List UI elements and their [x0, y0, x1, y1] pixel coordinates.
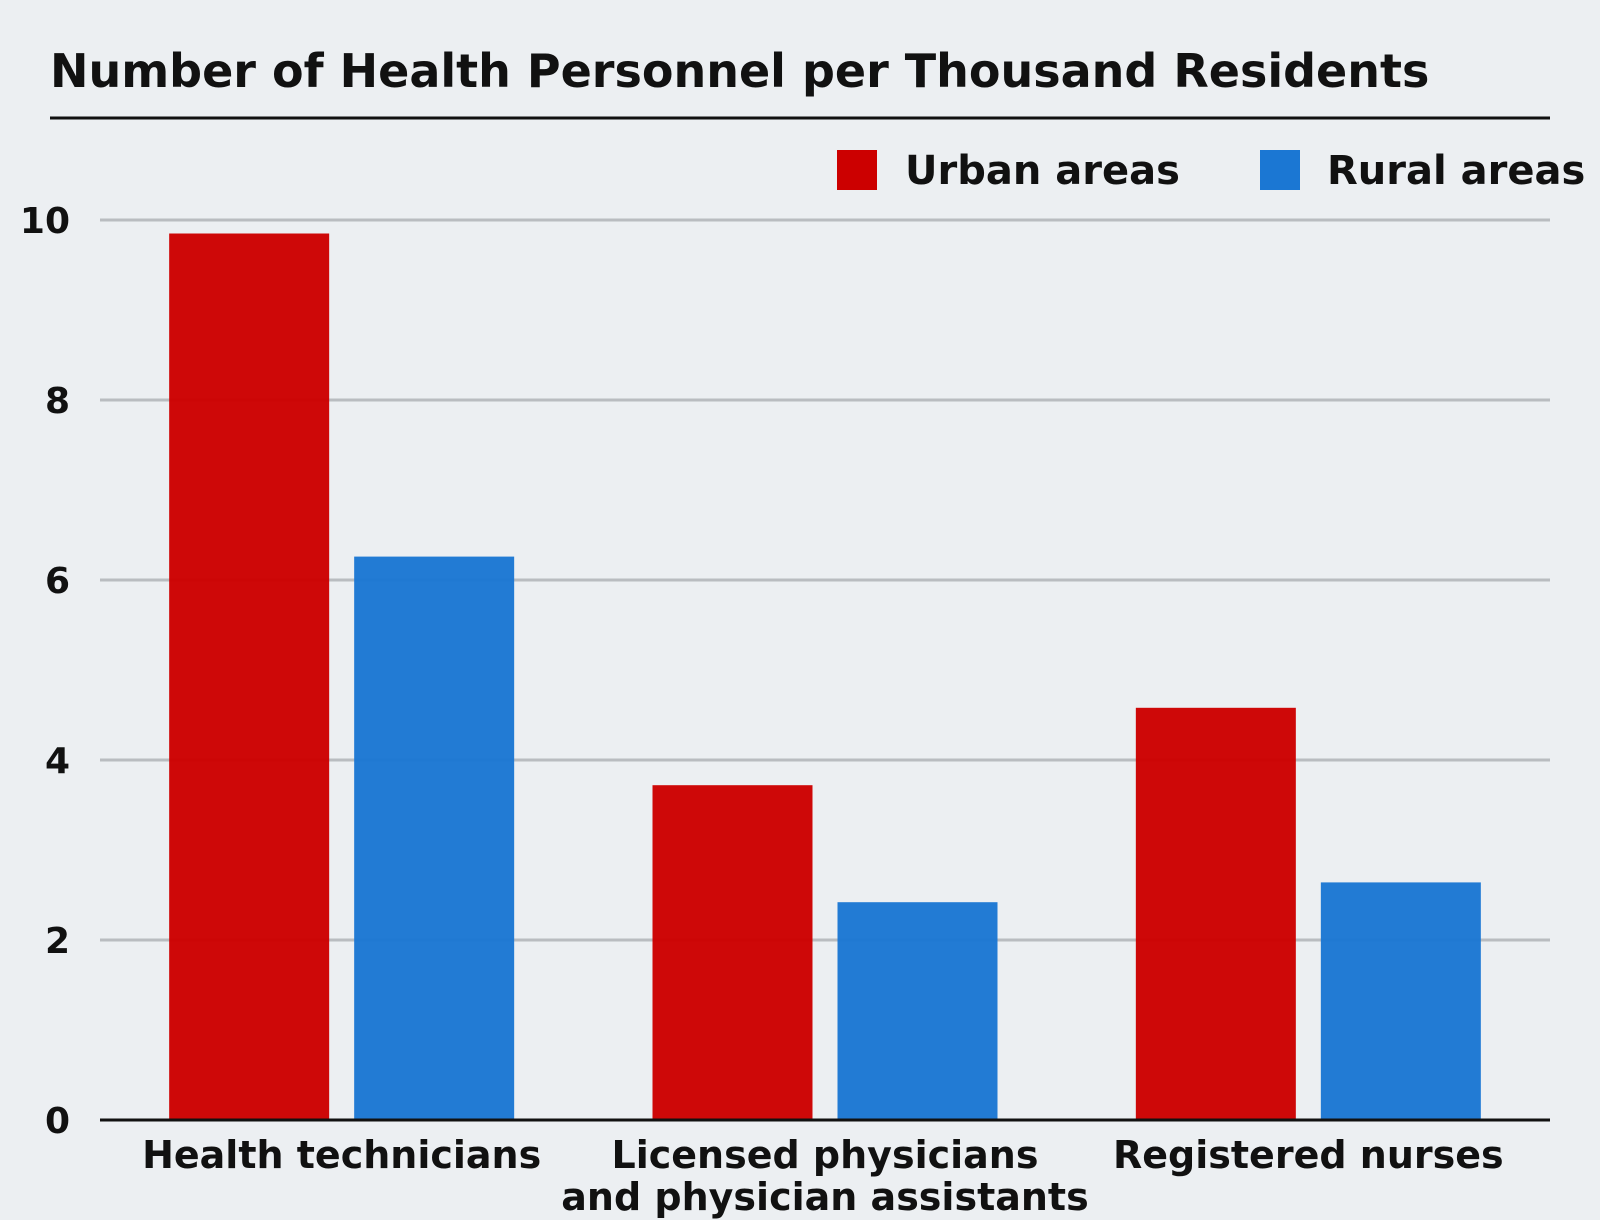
- bar-urban-areas-2: [1135, 707, 1296, 1120]
- y-tick-label: 0: [45, 1101, 70, 1142]
- chart-title: Number of Health Personnel per Thousand …: [50, 44, 1429, 98]
- y-tick-label: 2: [45, 921, 70, 962]
- bar-urban-areas-0: [169, 233, 330, 1120]
- legend-label: Rural areas: [1327, 148, 1585, 194]
- bars: [169, 233, 1481, 1120]
- bar-rural-areas-0: [354, 556, 515, 1120]
- x-category-label: Registered nurses: [1113, 1133, 1504, 1177]
- legend-swatch: [837, 150, 877, 190]
- y-tick-label: 8: [45, 381, 70, 422]
- y-tick-label: 4: [45, 741, 70, 782]
- gridlines: [100, 218, 1550, 942]
- x-category-label: and physician assistants: [561, 1175, 1088, 1219]
- y-axis-ticks: 0 2 4 6 8 10: [20, 201, 70, 1142]
- legend-swatch: [1260, 150, 1300, 190]
- bar-urban-areas-1: [652, 785, 813, 1120]
- bar-rural-areas-2: [1320, 882, 1481, 1120]
- x-category-label: Licensed physicians: [612, 1133, 1039, 1177]
- legend: Urban areas Rural areas: [837, 148, 1585, 194]
- bar-rural-areas-1: [837, 902, 998, 1120]
- y-tick-label: 6: [45, 561, 70, 602]
- y-tick-label: 10: [20, 201, 70, 242]
- legend-label: Urban areas: [905, 148, 1180, 194]
- x-category-label: Health technicians: [142, 1133, 541, 1177]
- x-axis-labels: Health technicians Licensed physiciansand…: [142, 1133, 1504, 1219]
